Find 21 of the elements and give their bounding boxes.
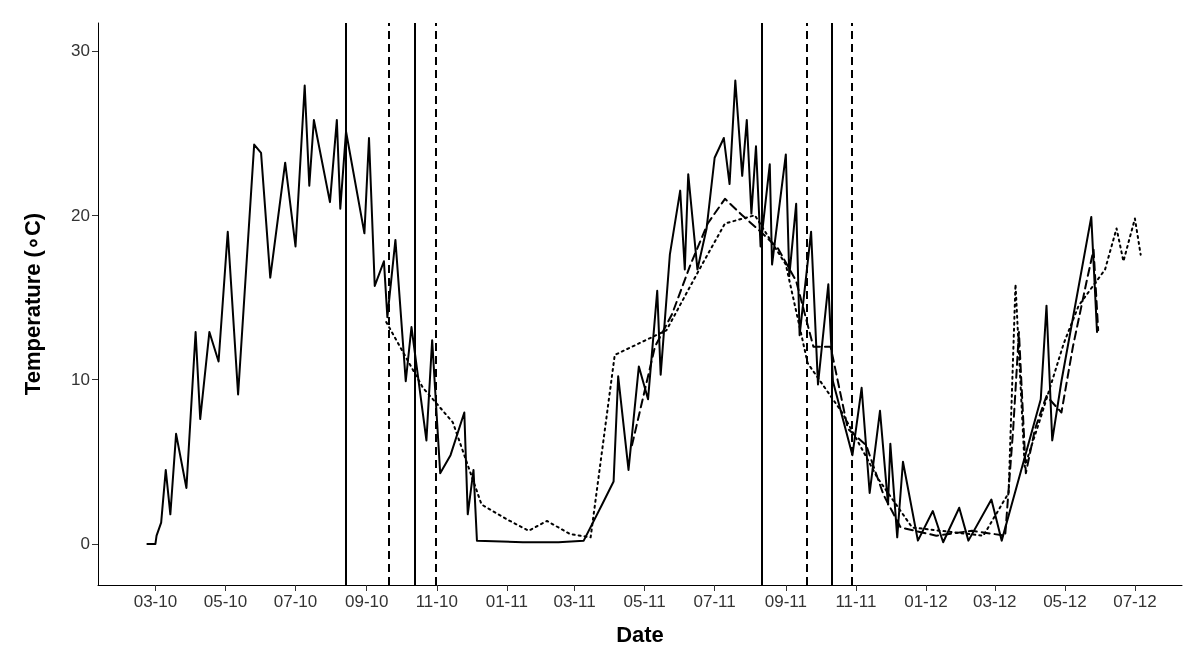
x-tick-label: 01-11 (485, 592, 528, 611)
x-tick-label: 05-11 (623, 592, 666, 611)
x-tick-label: 03-11 (553, 592, 596, 611)
y-axis-title: Temperature (∘C) (19, 212, 45, 396)
y-tick-label: 20 (71, 205, 90, 225)
x-tick-label: 05-12 (1043, 592, 1087, 611)
x-tick-label: 01-12 (904, 592, 948, 611)
x-tick-label: 03-12 (973, 592, 1017, 611)
x-tick-label: 09-10 (344, 592, 389, 611)
y-tick-label: 30 (71, 41, 90, 61)
x-tick-label: 09-11 (764, 592, 807, 611)
x-tick-label: 03-10 (133, 592, 178, 611)
x-tick-label: 07-12 (1113, 592, 1157, 611)
x-tick-label: 11-11 (835, 592, 877, 611)
y-tick-label: 0 (80, 534, 90, 554)
y-tick-label: 10 (71, 370, 90, 390)
x-tick-label: 07-10 (273, 592, 318, 611)
x-tick-label: 05-10 (203, 592, 248, 611)
x-axis-title: Date (616, 621, 664, 647)
x-tick-label: 07-11 (693, 592, 736, 611)
x-tick-label: 11-10 (415, 592, 458, 611)
